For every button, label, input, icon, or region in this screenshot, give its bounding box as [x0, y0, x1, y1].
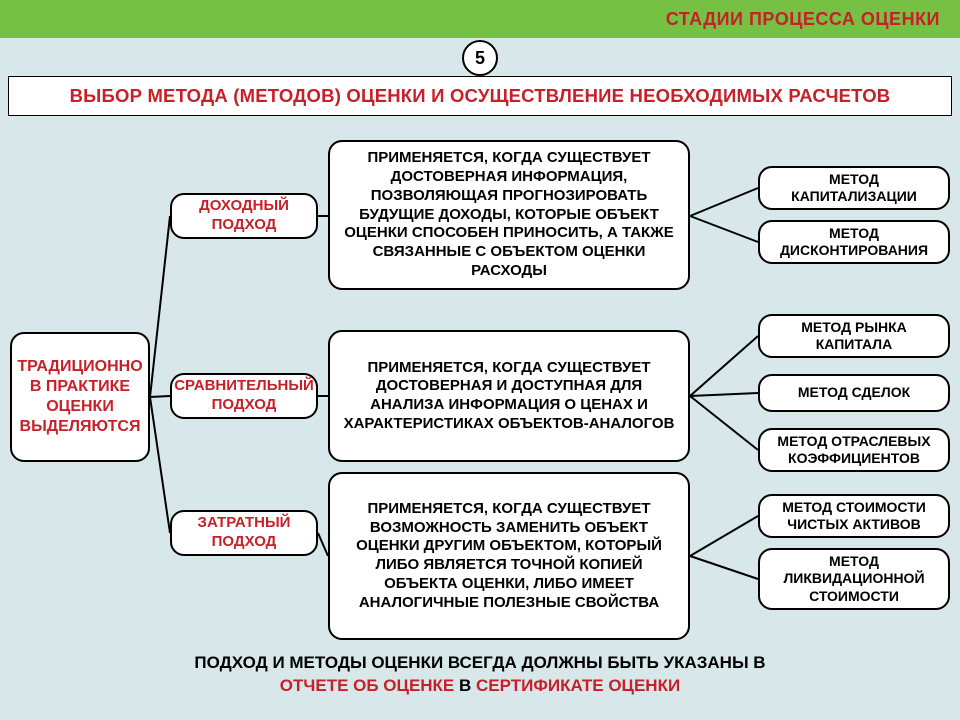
method-discounting: МЕТОД ДИСКОНТИРОВАНИЯ: [758, 220, 950, 264]
stage-number: 5: [475, 48, 485, 69]
method-transactions: МЕТОД СДЕЛОК: [758, 374, 950, 412]
approach-comparative-label: СРАВНИТЕЛЬНЫЙ ПОДХОД: [174, 377, 314, 415]
desc-income: ПРИМЕНЯЕТСЯ, КОГДА СУЩЕСТВУЕТ ДОСТОВЕРНА…: [328, 140, 690, 290]
footer-red2: СЕРТИФИКАТЕ ОЦЕНКИ: [476, 676, 680, 695]
section-title: ВЫБОР МЕТОДА (МЕТОДОВ) ОЦЕНКИ И ОСУЩЕСТВ…: [70, 85, 891, 107]
approach-cost: ЗАТРАТНЫЙ ПОДХОД: [170, 510, 318, 556]
root-label: ТРАДИЦИОННО В ПРАКТИКЕ ОЦЕНКИ ВЫДЕЛЯЮТСЯ: [17, 357, 142, 437]
approach-income: ДОХОДНЫЙ ПОДХОД: [170, 193, 318, 239]
root-node: ТРАДИЦИОННО В ПРАКТИКЕ ОЦЕНКИ ВЫДЕЛЯЮТСЯ: [10, 332, 150, 462]
method-capital-market: МЕТОД РЫНКА КАПИТАЛА: [758, 314, 950, 358]
stage-badge: 5: [462, 40, 498, 76]
footer-note: ПОДХОД И МЕТОДЫ ОЦЕНКИ ВСЕГДА ДОЛЖНЫ БЫТ…: [0, 652, 960, 698]
desc-comparative-text: ПРИМЕНЯЕТСЯ, КОГДА СУЩЕСТВУЕТ ДОСТОВЕРНА…: [338, 359, 680, 434]
method-net-assets: МЕТОД СТОИМОСТИ ЧИСТЫХ АКТИВОВ: [758, 494, 950, 538]
approach-cost-label: ЗАТРАТНЫЙ ПОДХОД: [180, 514, 308, 552]
footer-red1: ОТЧЕТЕ ОБ ОЦЕНКЕ: [280, 676, 454, 695]
approach-income-label: ДОХОДНЫЙ ПОДХОД: [180, 197, 308, 235]
method-label: МЕТОД ДИСКОНТИРОВАНИЯ: [768, 225, 940, 260]
section-title-bar: ВЫБОР МЕТОДА (МЕТОДОВ) ОЦЕНКИ И ОСУЩЕСТВ…: [8, 76, 952, 116]
method-industry-coeff: МЕТОД ОТРАСЛЕВЫХ КОЭФФИЦИЕНТОВ: [758, 428, 950, 472]
desc-income-text: ПРИМЕНЯЕТСЯ, КОГДА СУЩЕСТВУЕТ ДОСТОВЕРНА…: [338, 149, 680, 280]
method-label: МЕТОД СТОИМОСТИ ЧИСТЫХ АКТИВОВ: [768, 499, 940, 534]
method-label: МЕТОД ЛИКВИДАЦИОННОЙ СТОИМОСТИ: [768, 553, 940, 606]
method-label: МЕТОД СДЕЛОК: [798, 384, 910, 402]
desc-comparative: ПРИМЕНЯЕТСЯ, КОГДА СУЩЕСТВУЕТ ДОСТОВЕРНА…: [328, 330, 690, 462]
method-label: МЕТОД КАПИТАЛИЗАЦИИ: [768, 171, 940, 206]
method-label: МЕТОД РЫНКА КАПИТАЛА: [768, 319, 940, 354]
method-liquidation: МЕТОД ЛИКВИДАЦИОННОЙ СТОИМОСТИ: [758, 548, 950, 610]
desc-cost-text: ПРИМЕНЯЕТСЯ, КОГДА СУЩЕСТВУЕТ ВОЗМОЖНОСТ…: [338, 500, 680, 613]
footer-mid: В: [454, 676, 476, 695]
method-label: МЕТОД ОТРАСЛЕВЫХ КОЭФФИЦИЕНТОВ: [768, 433, 940, 468]
desc-cost: ПРИМЕНЯЕТСЯ, КОГДА СУЩЕСТВУЕТ ВОЗМОЖНОСТ…: [328, 472, 690, 640]
header-title: СТАДИИ ПРОЦЕССА ОЦЕНКИ: [666, 9, 940, 30]
header-bar: СТАДИИ ПРОЦЕССА ОЦЕНКИ: [0, 0, 960, 38]
method-capitalization: МЕТОД КАПИТАЛИЗАЦИИ: [758, 166, 950, 210]
footer-line1: ПОДХОД И МЕТОДЫ ОЦЕНКИ ВСЕГДА ДОЛЖНЫ БЫТ…: [194, 653, 765, 672]
approach-comparative: СРАВНИТЕЛЬНЫЙ ПОДХОД: [170, 373, 318, 419]
